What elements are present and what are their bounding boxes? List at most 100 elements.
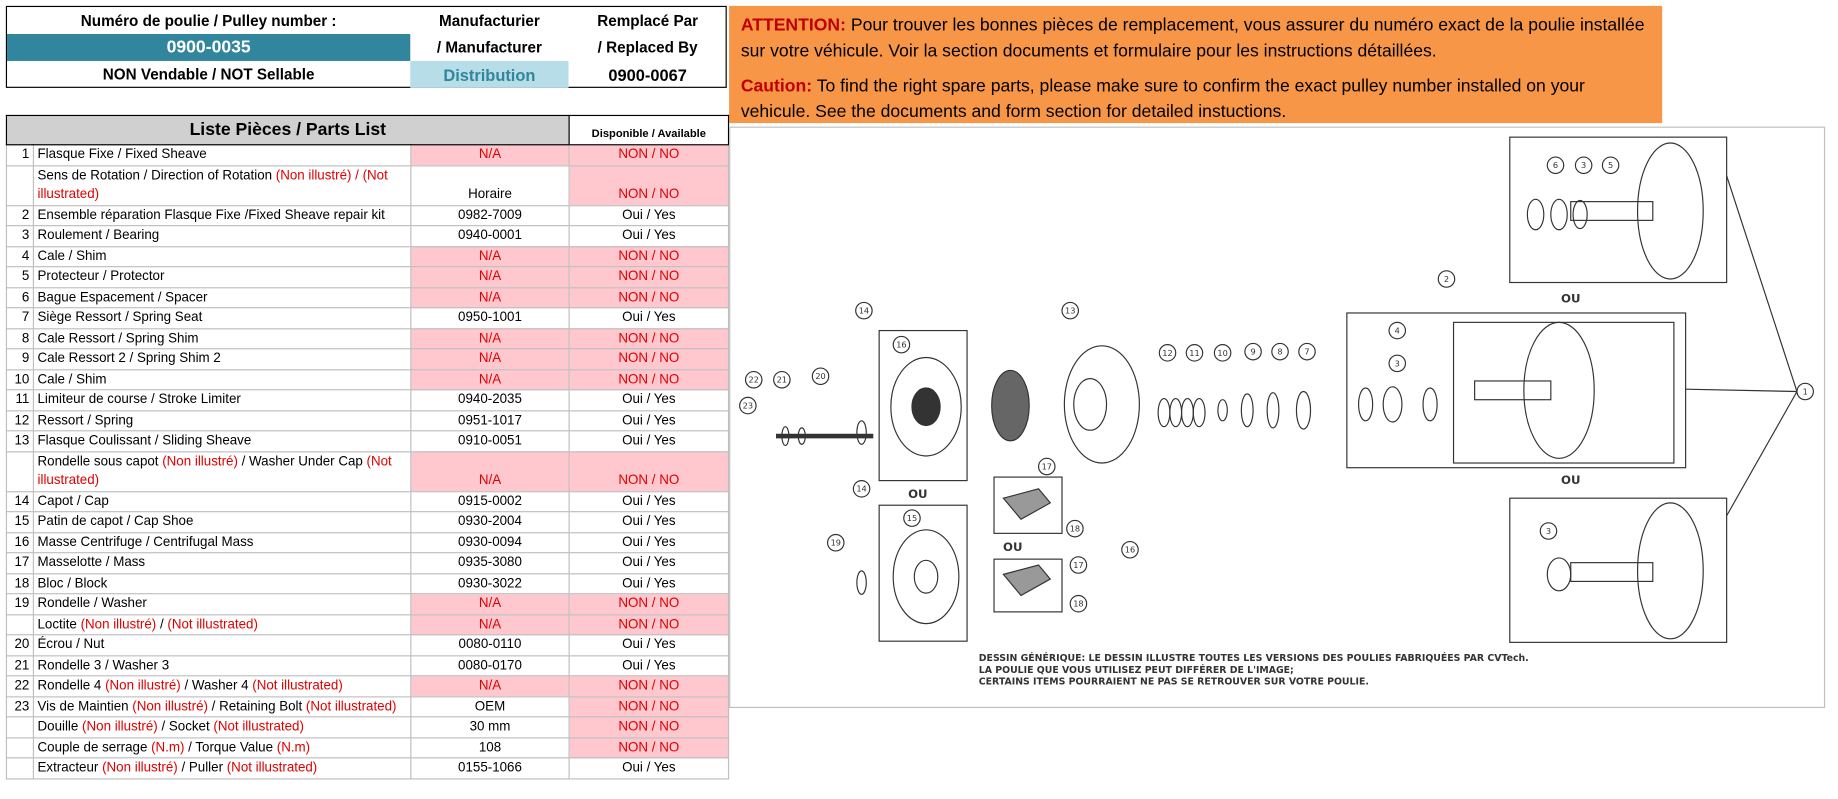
part-number: 30 mm <box>410 716 570 738</box>
part-index: 7 <box>5 307 34 329</box>
callout-circle <box>903 509 921 527</box>
part-index: 10 <box>5 368 34 391</box>
description-text: / <box>156 617 168 632</box>
part-index <box>5 450 34 492</box>
part-number: N/A <box>410 593 570 615</box>
part-number: N/A <box>410 450 570 492</box>
description-text: Siège Ressort / Spring Seat <box>37 310 203 325</box>
part-description: Protecteur / Protector <box>32 266 412 288</box>
header: Numéro de poulie / Pulley number : 0900-… <box>5 5 727 88</box>
description-text: / Washer 4 <box>180 678 253 693</box>
table-header: Liste Pièces / Parts List Disponible / A… <box>5 114 730 146</box>
availability: Oui / Yes <box>568 389 730 411</box>
description-text: Vis de Maintien <box>37 699 133 714</box>
parts-art <box>775 142 1704 640</box>
description-text: (Non illustré) <box>132 699 208 714</box>
manufacturer-label: Manufacturier <box>439 11 540 30</box>
callout-number: 7 <box>1304 347 1309 357</box>
description-text: Masse Centrifuge / Centrifugal Mass <box>37 535 254 550</box>
part-row: 23 Vis de Maintien (Non illustré) / Retai… <box>5 695 730 718</box>
callout-circle <box>744 371 763 389</box>
part-description: Rondelle 3 / Washer 3 <box>32 654 412 677</box>
availability: Oui / Yes <box>568 204 730 227</box>
part-number: 0155-1066 <box>410 757 570 779</box>
callout-circle <box>1244 342 1262 361</box>
part-row: 17 Masselotte / Mass 0935-3080 Oui / Yes <box>5 552 730 574</box>
description-text: / Retaining Bolt <box>207 699 306 714</box>
callout-number: 17 <box>1042 461 1052 471</box>
replaced-by: 0900-0067 <box>608 65 687 84</box>
description-text: Ensemble réparation Flasque Fixe /Fixed … <box>37 208 385 223</box>
part-number: N/A <box>410 368 570 391</box>
part-description: Cale / Shim <box>32 245 412 268</box>
part-number: 0080-0170 <box>410 654 570 677</box>
callout-number: 18 <box>1070 524 1080 534</box>
description-text: (Not illustrated) <box>252 678 343 693</box>
callout-number: 5 <box>1608 160 1613 170</box>
description-text: Cale Ressort 2 / Spring Shim 2 <box>37 351 221 366</box>
part-index: 13 <box>5 430 34 452</box>
description-text: Patin de capot / Cap Shoe <box>37 514 194 529</box>
part-number: 0935-3080 <box>410 552 570 574</box>
caption: DESSIN GÉNÉRIQUE: LE DESSIN ILLUSTRE TOU… <box>979 652 1529 687</box>
part-number: 0080-0110 <box>410 634 570 656</box>
part-description: Masse Centrifuge / Centrifugal Mass <box>32 531 412 554</box>
availability: NON / NO <box>568 327 730 350</box>
availability: Oui / Yes <box>568 430 730 452</box>
part-number: N/A <box>410 327 570 350</box>
callout-circle <box>1158 344 1177 362</box>
part-row: 7 Siège Ressort / Spring Seat 0950-1001 Oui… <box>5 307 730 329</box>
description-text: Limiteur de course / Stroke Limiter <box>37 392 241 407</box>
availability: NON / NO <box>568 716 730 738</box>
part-row: 1 Flasque Fixe / Fixed Sheave N/A NON / NO <box>5 144 730 166</box>
part-description: Bloc / Block <box>32 572 412 595</box>
diagram-drawing: 6 3 5 2 14 13 16 12 11 10 9 8 7 4 3 1 22 21 20 23 17 14 15 18 19… <box>739 136 1814 688</box>
part-index: 16 <box>5 531 34 554</box>
description-text: / Puller <box>177 760 227 775</box>
callout-number: 6 <box>1553 160 1558 170</box>
description-text: (Non illustré) / (Not illustrated) <box>37 168 388 202</box>
callout-number: 12 <box>1162 348 1172 358</box>
callout-circle <box>1271 342 1289 361</box>
or-label: OU <box>908 487 927 501</box>
description-text: (Not illustrated) <box>167 617 258 632</box>
part-row: 21 Rondelle 3 / Washer 3 0080-0170 Oui / Ye… <box>5 654 730 677</box>
callout-number: 14 <box>859 306 869 316</box>
description-text: (N.m) <box>151 740 185 755</box>
description-text: (Not illustrated) <box>226 760 318 775</box>
part-row: 15 Patin de capot / Cap Shoe 0930-2004 Oui … <box>5 511 730 533</box>
part-description: Ensemble réparation Flasque Fixe /Fixed … <box>32 204 412 227</box>
part-index: 17 <box>5 552 34 574</box>
callout-number: 19 <box>831 538 841 548</box>
description-text: Cale / Shim <box>37 372 107 387</box>
availability: NON / NO <box>568 368 730 391</box>
callout-circle <box>1066 519 1084 538</box>
part-description: Limiteur de course / Stroke Limiter <box>32 389 412 411</box>
description-text: (Non illustré) <box>80 617 157 632</box>
callout-number: 21 <box>777 375 787 385</box>
callout-circle <box>1796 382 1814 401</box>
callout-number: 16 <box>1125 545 1135 555</box>
callout-circle <box>852 480 871 498</box>
availability: Oui / Yes <box>568 634 730 656</box>
part-description: Sens de Rotation / Direction of Rotation… <box>32 164 412 206</box>
part-row: 14 Capot / Cap 0915-0002 Oui / Yes <box>5 490 730 513</box>
part-number: N/A <box>410 348 570 370</box>
availability: NON / NO <box>568 450 730 492</box>
description-text: Extracteur <box>37 760 103 775</box>
part-row: 11 Limiteur de course / Stroke Limiter 094… <box>5 389 730 411</box>
part-number: N/A <box>410 675 570 697</box>
part-index: 21 <box>5 654 34 677</box>
description-text: Bague Espacement / Spacer <box>37 290 208 305</box>
part-number: N/A <box>410 144 570 166</box>
description-text: Rondelle 3 / Washer 3 <box>37 658 170 673</box>
part-description: Vis de Maintien (Non illustré) / Retaini… <box>32 695 412 718</box>
availability: Oui / Yes <box>568 757 730 779</box>
part-row: 10 Cale / Shim N/A NON / NO <box>5 368 730 391</box>
callout-circle <box>1069 556 1088 574</box>
part-index: 22 <box>5 675 34 697</box>
callout-number: 13 <box>1065 306 1075 316</box>
description-text: (Not illustrated) <box>305 699 397 714</box>
description-text: (N.m) <box>276 740 311 755</box>
